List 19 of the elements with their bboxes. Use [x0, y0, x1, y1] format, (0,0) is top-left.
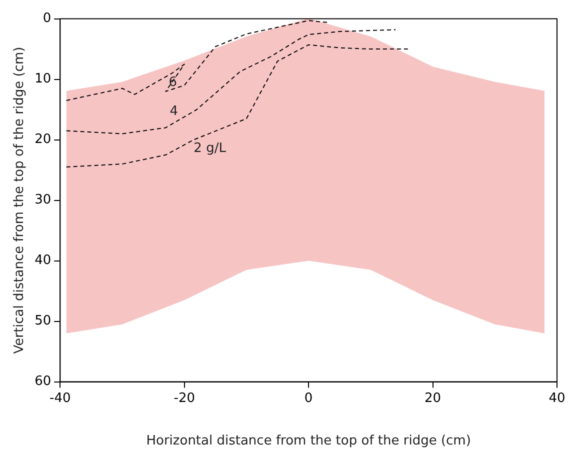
y-tick-label: 0 [42, 11, 52, 26]
y-tick-label: 50 [34, 314, 52, 329]
x-tick-label: 40 [548, 390, 566, 406]
y-tick-label: 30 [34, 192, 52, 208]
series-label: 2 g/L [194, 141, 227, 156]
y-tick-label: 20 [34, 132, 52, 148]
series-label: 6 [168, 74, 178, 90]
line-series [66, 44, 408, 168]
x-tick-label: -20 [174, 390, 195, 406]
series-label: 4 [170, 104, 178, 120]
y-tick-label: 60 [34, 374, 52, 390]
y-tick-label: 40 [34, 253, 52, 268]
line-series [66, 29, 396, 134]
x-tick-label: -40 [50, 390, 71, 406]
x-axis-title: Horizontal distance from the top of the ridge (cm) [146, 434, 471, 449]
x-tick-label: 20 [424, 390, 442, 406]
y-axis-title: Vertical distance from the top of the ridge (cm) [12, 46, 28, 354]
x-tick-label: 0 [304, 390, 313, 406]
y-tick-label: 10 [34, 72, 52, 87]
